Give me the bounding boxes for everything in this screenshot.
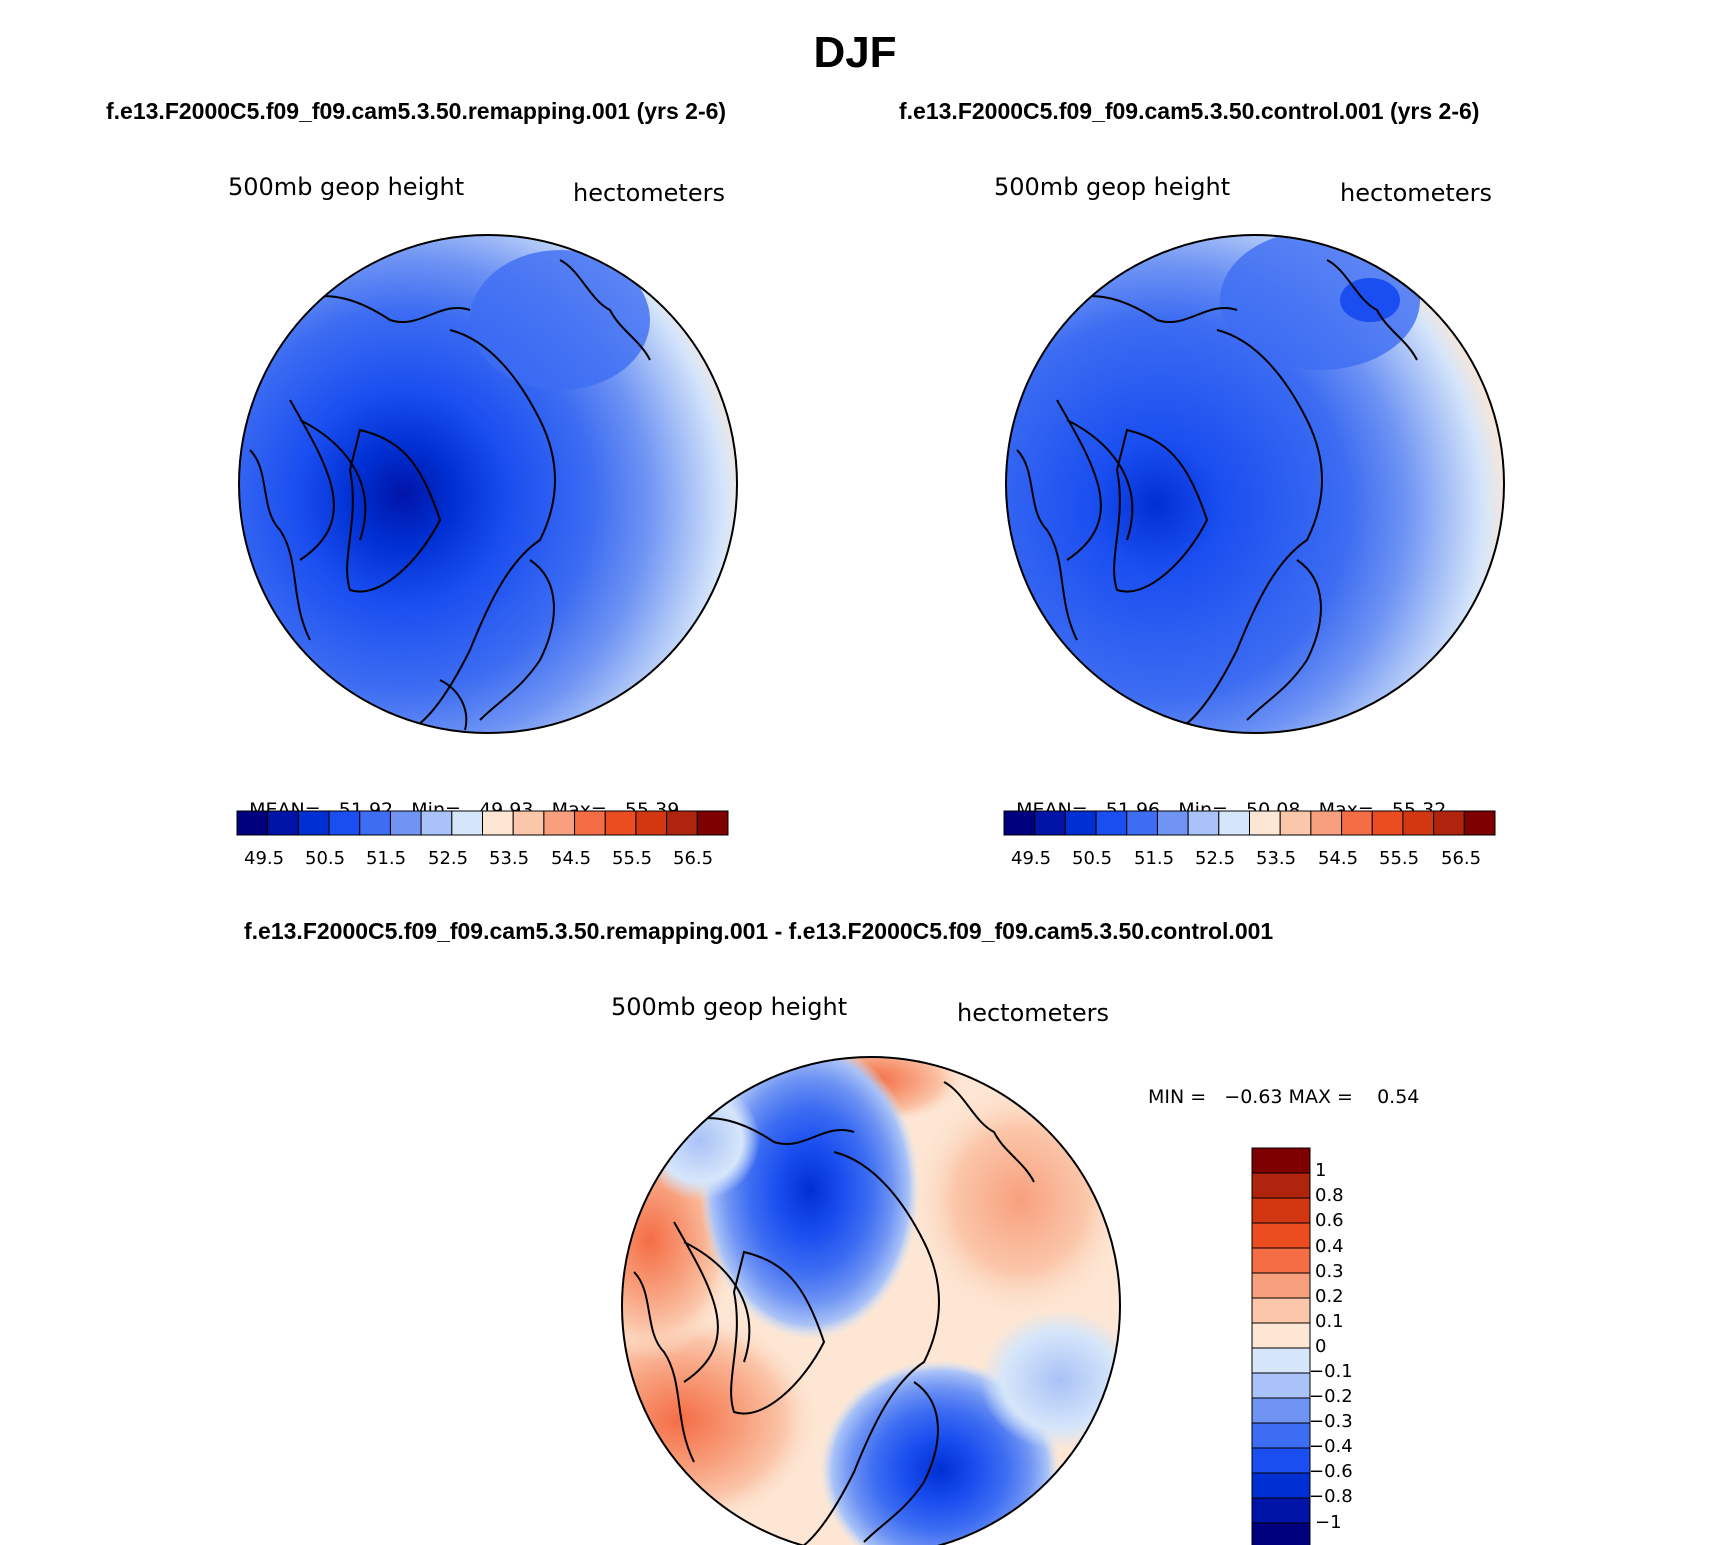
colorbar-left-swatch [359, 810, 391, 836]
colorbar-right-swatch [1003, 810, 1036, 836]
colorbar-right-swatch [1156, 810, 1189, 836]
colorbar-left-swatch [420, 810, 453, 836]
colorbar-tick: 0.6 [1315, 1210, 1344, 1231]
colorbar-diff-swatch [1251, 1522, 1311, 1545]
colorbar-right-swatch [1218, 810, 1250, 836]
colorbar-left-swatch [635, 810, 668, 836]
colorbar-diff-swatch [1251, 1272, 1311, 1299]
colorbar-tick: 51.5 [366, 848, 407, 869]
colorbar-right-swatch [1371, 810, 1404, 836]
colorbar-tick: 52.5 [1195, 848, 1236, 869]
colorbar-right-swatch [1463, 810, 1496, 836]
colorbar-tick: 0.3 [1315, 1261, 1344, 1282]
map-remapping [239, 235, 737, 733]
colorbar-left-swatch [297, 810, 330, 836]
colorbar-left-swatch [512, 810, 545, 836]
colorbar-tick: 54.5 [551, 848, 592, 869]
colorbar-left-swatch [482, 810, 514, 836]
map-control [1006, 235, 1504, 733]
colorbar-tick: 0.4 [1315, 1236, 1344, 1257]
colorbar-diff-swatch [1251, 1222, 1311, 1249]
colorbar-tick: 55.5 [612, 848, 653, 869]
page-title: DJF [813, 28, 897, 77]
case-title-diff: f.e13.F2000C5.f09_f09.cam5.3.50.remappin… [244, 918, 1274, 944]
colorbar-tick: 56.5 [673, 848, 714, 869]
colorbar-right-swatch [1249, 810, 1281, 836]
colorbar-tick: −0.3 [1309, 1411, 1353, 1432]
colorbar-tick: 0.2 [1315, 1286, 1344, 1307]
colorbar-right-swatch [1126, 810, 1158, 836]
colorbar-tick: −0.1 [1309, 1361, 1353, 1382]
colorbar-right-swatch [1433, 810, 1465, 836]
colorbar-tick: −0.4 [1309, 1436, 1353, 1457]
case-title-right: f.e13.F2000C5.f09_f09.cam5.3.50.control.… [899, 98, 1480, 124]
colorbar-right-swatch [1034, 810, 1066, 836]
colorbar-tick: 50.5 [1072, 848, 1113, 869]
colorbar-left-swatch [389, 810, 422, 836]
colorbar-diff-swatch [1251, 1447, 1311, 1474]
map-border [1005, 234, 1505, 734]
field-label-right: 500mb geop height [994, 173, 1231, 201]
colorbar-left-swatch [267, 810, 299, 836]
colorbar-tick: 0.1 [1315, 1311, 1344, 1332]
colorbar-right-swatch [1064, 810, 1097, 836]
colorbars [236, 810, 1496, 1545]
stats-diff: MIN = −0.63 MAX = 0.54 [1148, 1086, 1420, 1108]
units-label-left: hectometers [573, 179, 725, 207]
field-label-diff: 500mb geop height [611, 993, 848, 1021]
colorbar-tick: 54.5 [1318, 848, 1359, 869]
colorbar-right-swatch [1187, 810, 1220, 836]
colorbar-diff-swatch [1251, 1297, 1311, 1324]
colorbar-right-swatch [1279, 810, 1312, 836]
units-label-right: hectometers [1340, 179, 1492, 207]
colorbar-right-swatch [1402, 810, 1435, 836]
colorbar-tick: 0 [1315, 1336, 1327, 1357]
colorbar-tick: 53.5 [489, 848, 530, 869]
map-difference [622, 1057, 1120, 1545]
colorbar-tick: 52.5 [428, 848, 469, 869]
colorbar-tick: 53.5 [1256, 848, 1297, 869]
colorbar-left-swatch [328, 810, 361, 836]
colorbar-diff-swatch [1251, 1197, 1311, 1224]
colorbar-tick: 0.8 [1315, 1185, 1344, 1206]
colorbar-right-swatch [1341, 810, 1373, 836]
colorbar-tick: 56.5 [1441, 848, 1482, 869]
colorbar-tick: 50.5 [305, 848, 346, 869]
colorbar-diff-swatch [1251, 1397, 1311, 1424]
colorbar-diff-swatch [1251, 1172, 1311, 1199]
colorbar-left-swatch [666, 810, 698, 836]
colorbar-tick: 49.5 [1011, 848, 1052, 869]
colorbar-tick: −0.8 [1309, 1486, 1353, 1507]
colorbar-tick: 55.5 [1379, 848, 1420, 869]
case-title-left: f.e13.F2000C5.f09_f09.cam5.3.50.remappin… [106, 98, 727, 124]
colorbar-tick: 51.5 [1134, 848, 1175, 869]
field-label-left: 500mb geop height [228, 173, 465, 201]
colorbar-right-swatch [1310, 810, 1343, 836]
colorbar-left-swatch [543, 810, 576, 836]
units-label-diff: hectometers [957, 999, 1109, 1027]
colorbar-tick: 49.5 [244, 848, 285, 869]
colorbar-left-swatch [696, 810, 729, 836]
colorbar-diff-swatch [1251, 1472, 1311, 1499]
colorbar-diff-swatch [1251, 1322, 1311, 1349]
colorbar-left-swatch [451, 810, 483, 836]
colorbar-diff-swatch [1251, 1497, 1311, 1524]
colorbar-left-swatch [236, 810, 269, 836]
colorbar-right-swatch [1095, 810, 1128, 836]
map-border [621, 1056, 1121, 1545]
colorbar-tick: −1 [1315, 1512, 1342, 1533]
colorbar-diff-swatch [1251, 1147, 1311, 1174]
colorbar-tick: −0.2 [1309, 1386, 1353, 1407]
colorbar-diff-swatch [1251, 1422, 1311, 1449]
colorbar-diff-swatch [1251, 1372, 1311, 1399]
colorbar-tick: −0.6 [1309, 1461, 1353, 1482]
colorbar-left-swatch [604, 810, 637, 836]
colorbar-diff-swatch [1251, 1247, 1311, 1274]
colorbar-tick: 1 [1315, 1160, 1327, 1181]
colorbar-diff-swatch [1251, 1347, 1311, 1374]
colorbar-left-swatch [574, 810, 606, 836]
map-border [238, 234, 738, 734]
